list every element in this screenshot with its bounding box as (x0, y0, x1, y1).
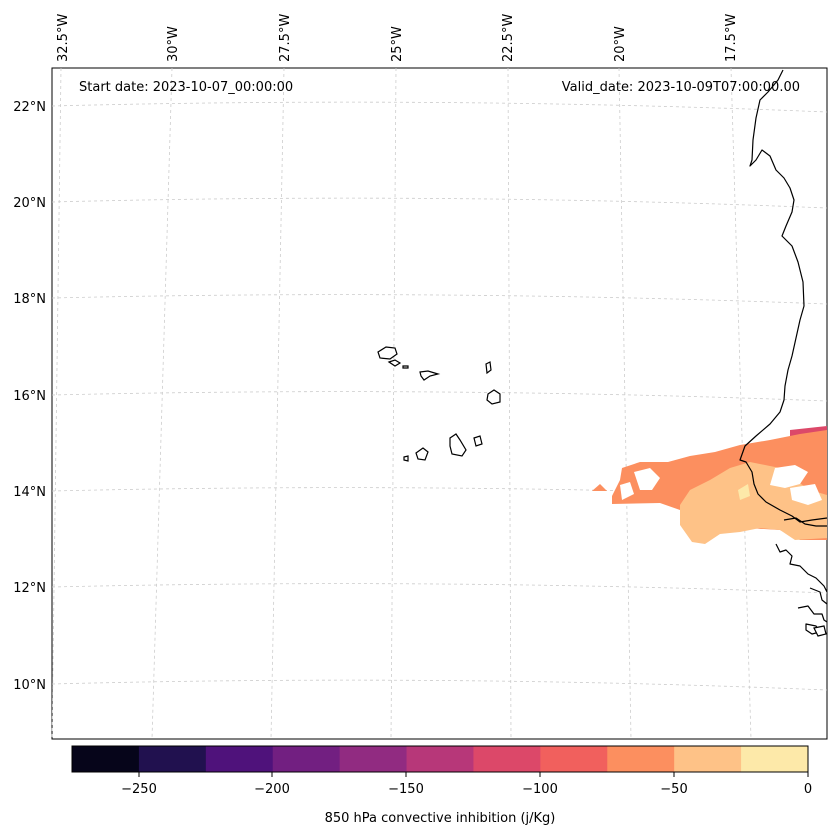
lat-label-20n: 20°N (13, 196, 46, 211)
coastline (739, 69, 828, 637)
colorbar-swatch (674, 746, 742, 772)
map-frame (51, 67, 828, 740)
coast-gambia-river (783, 517, 827, 527)
colorbar-outline (71, 745, 809, 773)
colorbar-tick-label: −250 (121, 782, 157, 797)
colorbar-swatches (72, 746, 809, 772)
parallel-16n (51, 391, 828, 402)
island-sao-nicolau (419, 370, 441, 381)
lon-label-32-5w: 32.5°W (56, 14, 71, 62)
colorbar-swatch (339, 746, 408, 772)
contour-gap-2 (634, 468, 660, 490)
parallel-12n (51, 583, 828, 594)
lon-label-30w: 30°W (166, 26, 181, 62)
colorbar-tick-label: −200 (254, 782, 290, 797)
lat-label-16n: 16°N (13, 389, 46, 404)
lon-label-25w: 25°W (390, 26, 405, 62)
lat-label-22n: 22°N (13, 100, 46, 115)
colorbar-swatch (473, 746, 541, 772)
lon-label-27-5w: 27.5°W (278, 14, 293, 62)
colorbar-swatch (540, 746, 608, 772)
meridian-17-5w (730, 67, 752, 740)
island-sal (485, 361, 492, 375)
lon-label-20w: 20°W (613, 26, 628, 62)
colorbar-swatch (205, 746, 274, 772)
valid-date-label: Valid_date: 2023-10-09T07:00:00.00 (562, 80, 800, 95)
colorbar-swatch (607, 746, 675, 772)
parallel-10n (51, 679, 828, 691)
colorbar-title: 850 hPa convective inhibition (j/Kg) (325, 811, 556, 826)
colorbar-tick-label: 0 (804, 782, 812, 797)
start-date-label: Start date: 2023-10-07_00:00:00 (79, 80, 293, 95)
island-boa-vista (486, 389, 501, 405)
meridian-30w (151, 67, 173, 740)
meridian-27-5w (270, 67, 285, 740)
island-santo-antao (377, 346, 398, 360)
meridian-22-5w (507, 67, 512, 740)
graticule (51, 67, 828, 740)
longitude-labels: 32.5°W 30°W 27.5°W 25°W 22.5°W 20°W 17.5… (56, 14, 739, 62)
island-sao-vicente (387, 359, 402, 367)
lat-label-18n: 18°N (13, 292, 46, 307)
colorbar-ticks: −250 −200 −150 −100 −50 0 (121, 772, 812, 797)
contour-gap-3 (770, 465, 808, 488)
cin-contours (592, 426, 827, 544)
contour-gap-4 (790, 484, 822, 505)
colorbar-tick-label: −100 (522, 782, 558, 797)
cape-verde-islands (377, 346, 501, 462)
lon-label-22-5w: 22.5°W (501, 14, 516, 62)
colorbar-swatch (72, 746, 140, 772)
bissagos-island (813, 625, 827, 637)
latitude-labels: 22°N 20°N 18°N 16°N 14°N 12°N 10°N (13, 100, 46, 693)
colorbar-swatch (272, 746, 341, 772)
island-brava (403, 455, 409, 462)
lat-label-10n: 10°N (13, 678, 46, 693)
island-fogo (415, 447, 429, 461)
lon-label-17-5w: 17.5°W (724, 14, 739, 62)
meridian-20w (618, 67, 632, 740)
contour-level-minus-75-islet (592, 484, 607, 491)
lat-label-14n: 14°N (13, 485, 46, 500)
island-santiago (449, 433, 467, 457)
parallel-20n (51, 197, 828, 209)
parallel-14n (51, 487, 828, 498)
contour-gap-1 (620, 482, 634, 500)
parallel-22n (51, 101, 828, 113)
coast-west-africa (739, 69, 828, 523)
parallel-18n (51, 294, 828, 305)
meridian-25w (390, 67, 397, 740)
coast-guinea-bissau (775, 543, 828, 635)
colorbar-swatch (741, 746, 809, 772)
contour-level-minus-25 (738, 484, 750, 500)
colorbar: −250 −200 −150 −100 −50 0 850 hPa convec… (71, 745, 812, 826)
meridian-32-5w (51, 67, 62, 740)
colorbar-swatch (138, 746, 207, 772)
colorbar-tick-label: −50 (660, 782, 687, 797)
island-maio (473, 435, 483, 447)
lat-label-12n: 12°N (13, 581, 46, 596)
colorbar-tick-label: −150 (388, 782, 424, 797)
island-santa-luzia (402, 365, 409, 369)
colorbar-swatch (406, 746, 474, 772)
